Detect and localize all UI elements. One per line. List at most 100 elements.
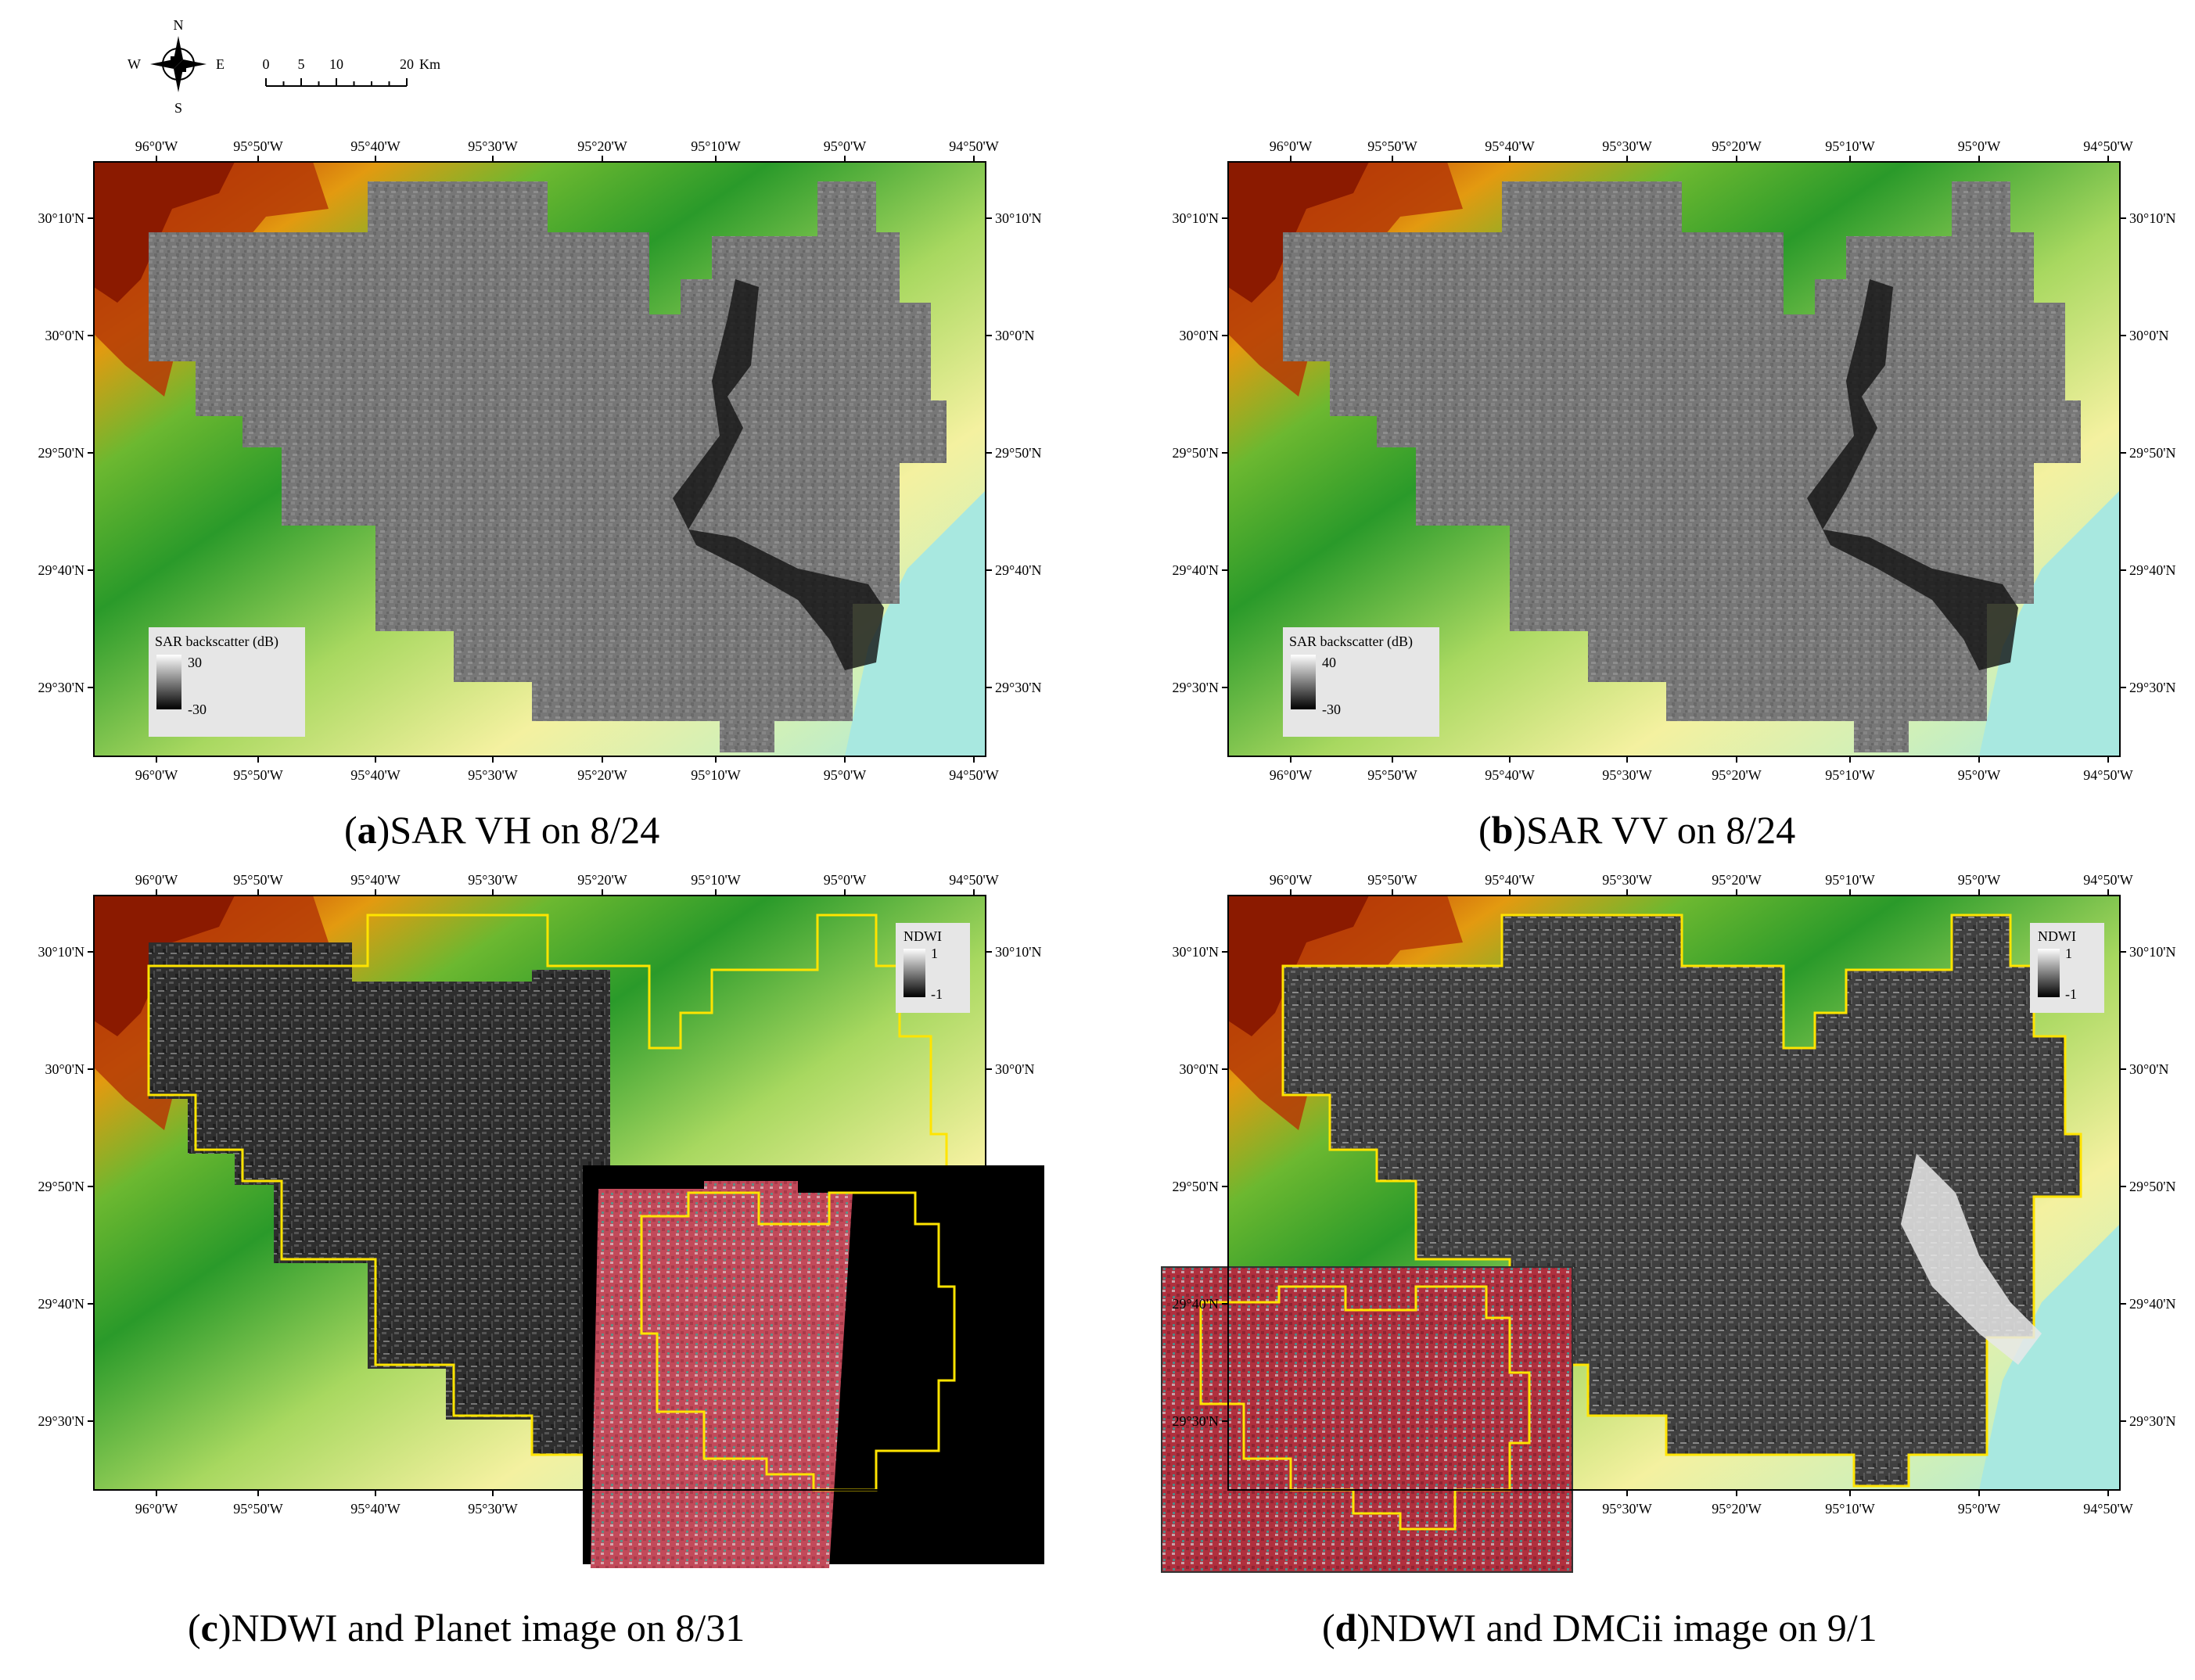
lat-tick-right: 29°40'N <box>995 1296 1041 1312</box>
lon-tick-bottom: 95°50'W <box>233 767 282 783</box>
lat-tick-left: 30°0'N <box>45 1061 84 1077</box>
lat-tick-right: 30°10'N <box>995 944 1041 960</box>
lon-tick-top: 95°30'W <box>1602 872 1651 888</box>
legend: NDWI 1 -1 <box>2030 923 2104 1013</box>
lon-tick-top: 95°0'W <box>824 138 866 154</box>
lat-tick-left: 30°10'N <box>38 944 84 960</box>
lon-tick-top: 96°0'W <box>1270 872 1312 888</box>
lat-tick-right: 29°50'N <box>2129 1179 2175 1194</box>
lat-tick-right: 29°40'N <box>2129 1296 2175 1312</box>
lon-tick-bottom: 96°0'W <box>135 1501 178 1517</box>
lon-tick-bottom: 95°0'W <box>1958 767 2000 783</box>
lat-tick-left: 29°30'N <box>38 1413 84 1429</box>
lat-tick-left: 29°50'N <box>38 1179 84 1194</box>
lat-tick-left: 29°40'N <box>38 562 84 578</box>
legend-min: -30 <box>1322 702 1341 717</box>
caption-b: (b)SAR VV on 8/24 <box>1478 808 1796 852</box>
lon-tick-top: 95°20'W <box>577 138 627 154</box>
lat-tick-right: 29°30'N <box>995 680 1041 695</box>
lon-tick-bottom: 95°10'W <box>1825 767 1874 783</box>
legend: SAR backscatter (dB) 30 -30 <box>149 627 305 737</box>
lon-tick-top: 95°40'W <box>350 872 400 888</box>
map-frame <box>1227 895 2121 1491</box>
lon-tick-bottom: 95°20'W <box>577 767 627 783</box>
lon-tick-top: 95°50'W <box>1367 872 1417 888</box>
lon-tick-top: 94°50'W <box>2083 138 2132 154</box>
lon-tick-bottom: 95°10'W <box>1825 1501 1874 1517</box>
caption-c: (c)NDWI and Planet image on 8/31 <box>188 1606 745 1649</box>
lon-tick-top: 95°40'W <box>1485 872 1534 888</box>
lat-tick-right: 29°30'N <box>2129 680 2175 695</box>
lat-tick-left: 30°0'N <box>1180 1061 1219 1077</box>
ndwi-coverage <box>1283 915 2081 1486</box>
legend: SAR backscatter (dB) 40 -30 <box>1283 627 1439 737</box>
legend-max: 1 <box>2065 946 2072 961</box>
lon-tick-top: 94°50'W <box>2083 872 2132 888</box>
legend: NDWI 1 -1 <box>896 923 970 1013</box>
ndwi-coverage <box>149 942 610 1455</box>
lat-tick-right: 29°40'N <box>995 562 1041 578</box>
lon-tick-top: 95°30'W <box>1602 138 1651 154</box>
coastal-lowland <box>1979 490 2120 756</box>
lon-tick-top: 95°10'W <box>691 138 740 154</box>
lon-tick-bottom: 95°0'W <box>1958 1501 2000 1517</box>
lat-tick-left: 30°10'N <box>1173 210 1219 226</box>
lon-tick-bottom: 95°50'W <box>1367 767 1417 783</box>
lon-tick-bottom: 94°50'W <box>2083 1501 2132 1517</box>
lat-tick-left: 30°10'N <box>38 210 84 226</box>
lon-tick-top: 95°50'W <box>1367 138 1417 154</box>
lon-tick-bottom: 94°50'W <box>949 767 998 783</box>
legend-min: -1 <box>2065 986 2077 1002</box>
compass-n: N <box>174 17 184 33</box>
lat-tick-left: 30°0'N <box>45 328 84 343</box>
lat-tick-left: 29°30'N <box>1173 680 1219 695</box>
lon-tick-bottom: 95°30'W <box>1602 767 1651 783</box>
lon-tick-bottom: 95°40'W <box>350 767 400 783</box>
lat-tick-right: 29°30'N <box>995 1413 1041 1429</box>
lon-tick-bottom: 95°0'W <box>824 767 866 783</box>
lon-tick-top: 96°0'W <box>135 138 178 154</box>
lat-tick-right: 29°40'N <box>2129 562 2175 578</box>
lon-tick-top: 95°0'W <box>1958 872 2000 888</box>
lat-tick-left: 29°40'N <box>1173 1296 1219 1312</box>
lat-tick-right: 30°0'N <box>2129 328 2168 343</box>
lon-tick-top: 95°50'W <box>233 138 282 154</box>
study-area-boundary <box>1281 914 2082 1488</box>
scale-label-10: 10 <box>329 56 343 72</box>
lat-tick-right: 30°0'N <box>995 328 1034 343</box>
highland-peak <box>1228 896 1369 1036</box>
legend-min: -30 <box>188 702 207 717</box>
lat-tick-right: 29°50'N <box>2129 445 2175 461</box>
lat-tick-left: 30°10'N <box>1173 944 1219 960</box>
coastal-lowland <box>1979 1224 2120 1490</box>
lon-tick-top: 95°20'W <box>1712 872 1761 888</box>
lon-tick-top: 95°20'W <box>577 872 627 888</box>
lon-tick-top: 96°0'W <box>1270 138 1312 154</box>
map-frame <box>93 895 986 1491</box>
lat-tick-right: 30°0'N <box>2129 1061 2168 1077</box>
lat-tick-right: 30°0'N <box>995 1061 1034 1077</box>
lon-tick-top: 95°0'W <box>1958 138 2000 154</box>
lon-tick-bottom: 95°10'W <box>691 767 740 783</box>
dark-water-bodies <box>1807 279 2018 670</box>
lon-tick-bottom: 94°50'W <box>2083 767 2132 783</box>
lon-tick-bottom: 95°20'W <box>1712 1501 1761 1517</box>
lon-tick-top: 95°40'W <box>1485 138 1534 154</box>
scale-bar: 0 5 10 20 Km <box>263 56 440 87</box>
legend-title: NDWI <box>904 928 942 944</box>
dmcii-inset <box>1161 1266 1573 1573</box>
map-panel-c: 96°0'W 96°0'W 95°50'W 95°50'W 95°40'W 95°40'W… <box>38 872 1044 1568</box>
lat-tick-left: 29°50'N <box>1173 1179 1219 1194</box>
lon-tick-top: 95°10'W <box>1825 138 1874 154</box>
coastal-lowland <box>845 490 986 756</box>
lat-tick-right: 30°10'N <box>2129 944 2175 960</box>
lat-tick-right: 29°50'N <box>995 445 1041 461</box>
map-panel-b: 96°0'W 96°0'W 95°50'W 95°50'W 95°40'W 95°40'W… <box>1173 138 2176 783</box>
lat-tick-left: 29°50'N <box>38 445 84 461</box>
lat-tick-right: 30°10'N <box>2129 210 2175 226</box>
dark-water-bodies <box>673 279 884 670</box>
compass-e: E <box>216 56 225 72</box>
lon-tick-top: 95°30'W <box>468 138 517 154</box>
legend-min: -1 <box>931 986 943 1002</box>
highland-peak <box>94 162 235 303</box>
